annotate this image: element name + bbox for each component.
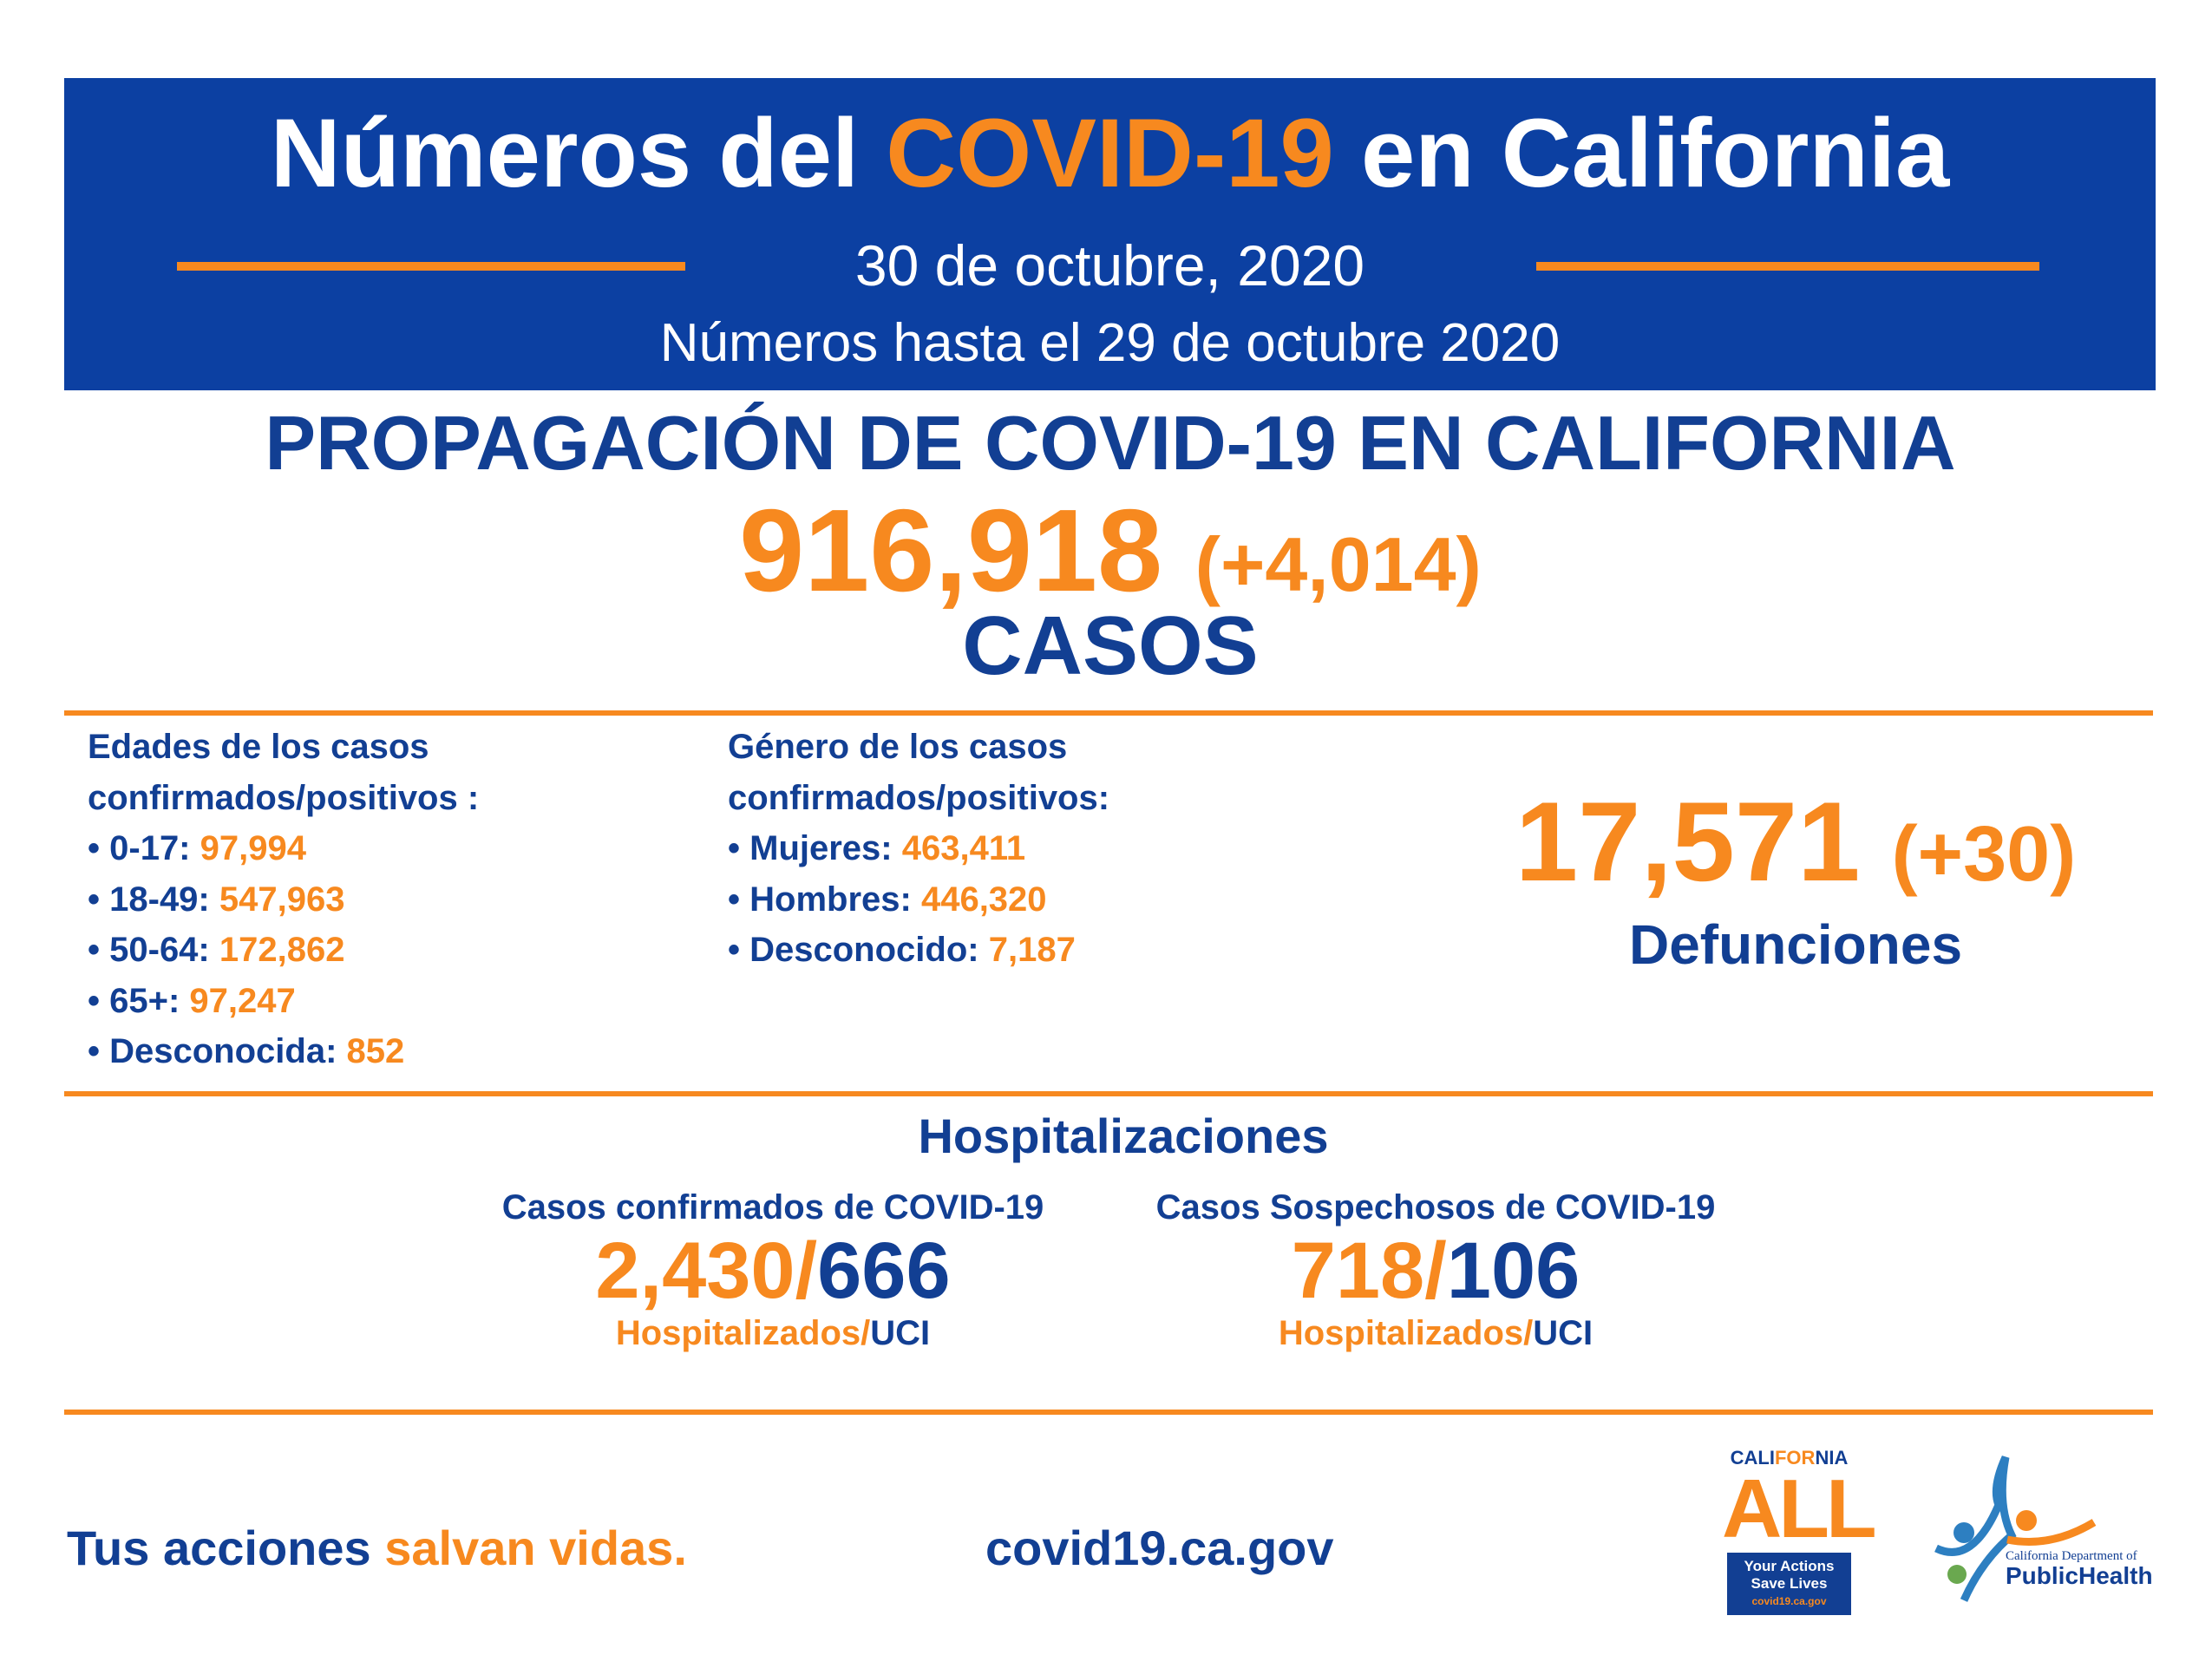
logo-head xyxy=(1947,1565,1967,1584)
footer-slogan: Tus acciones salvan vidas. xyxy=(67,1520,687,1576)
cdph-logo: California Department of PublicHealth xyxy=(1934,1455,2153,1602)
deaths-label: Defunciones xyxy=(1628,913,1963,976)
deaths-change: (+30) xyxy=(1891,811,2077,898)
logo-box: Your Actions Save Lives covid19.ca.gov xyxy=(1727,1553,1851,1615)
hosp-group-title: Casos confirmados de COVID-19 xyxy=(501,1188,1044,1227)
hosp-labels: Hospitalizados/UCI xyxy=(1089,1314,1783,1353)
footer-url: covid19.ca.gov xyxy=(985,1521,1334,1575)
item-label: 65+: xyxy=(109,981,180,1020)
list-item: 65+: 97,247 xyxy=(88,976,573,1027)
item-value: 446,320 xyxy=(920,880,1047,919)
ages-title: Edades de los casos confirmados/positivo… xyxy=(88,728,480,817)
divider xyxy=(64,1091,2153,1096)
header-subtitle: Números hasta el 29 de octubre 2020 xyxy=(659,313,1561,373)
hosp-group: Casos confirmados de COVID-19 2,430/666 Ho… xyxy=(426,1188,1120,1353)
list-item: Hombres: 446,320 xyxy=(728,874,1214,926)
hosp-label: Hospitalizados xyxy=(1278,1314,1524,1352)
cases-line: 916,918 (+4,014) xyxy=(0,486,2212,630)
list-item: 0-17: 97,994 xyxy=(88,823,573,874)
item-value: 7,187 xyxy=(988,931,1076,969)
ca-all-logo: CALIFORNIA ALL Your Actions Save Lives c… xyxy=(1722,1447,1877,1615)
list-item: Desconocida: 852 xyxy=(88,1026,573,1077)
slogan-start: Tus acciones xyxy=(67,1521,371,1575)
hosp-label: UCI xyxy=(870,1314,931,1352)
item-value: 97,247 xyxy=(189,981,296,1020)
hosp-icu: 106 xyxy=(1446,1227,1580,1315)
logo-cali: CALI xyxy=(1730,1447,1775,1469)
hosp-separator: / xyxy=(1523,1314,1534,1352)
header-banner xyxy=(64,78,2156,390)
logo-figure xyxy=(1934,1455,2017,1602)
hosp-title: Hospitalizaciones xyxy=(918,1109,1329,1163)
list-item: Desconocido: 7,187 xyxy=(728,925,1214,976)
list-item: Mujeres: 463,411 xyxy=(728,823,1214,874)
logo-ph: PublicHealth xyxy=(2006,1562,2153,1589)
list-item: 18-49: 547,963 xyxy=(88,874,573,926)
item-value: 547,963 xyxy=(219,880,345,919)
hosp-numbers: 2,430/666 xyxy=(426,1227,1120,1314)
ages-block: Edades de los casos confirmados/positivo… xyxy=(88,722,573,1077)
hosp-group-title: Casos Sospechosos de COVID-19 xyxy=(1155,1188,1716,1227)
hosp-group: Casos Sospechosos de COVID-19 718/106 Hosp… xyxy=(1089,1188,1783,1353)
hosp-hospitalized: 2,430 xyxy=(595,1227,795,1315)
logo-nia: NIA xyxy=(1815,1447,1849,1469)
list-item: 50-64: 172,862 xyxy=(88,925,573,976)
hosp-icu: 666 xyxy=(817,1227,951,1315)
logo-url: covid19.ca.gov xyxy=(1751,1595,1827,1607)
item-label: 18-49: xyxy=(109,880,210,919)
hosp-separator: / xyxy=(795,1227,818,1315)
logo-head xyxy=(1953,1522,1974,1543)
logo-figure xyxy=(2006,1519,2097,1546)
hosp-numbers: 718/106 xyxy=(1089,1227,1783,1314)
hosp-hospitalized: 718 xyxy=(1291,1227,1425,1315)
spread-title: PROPAGACIÓN DE COVID-19 EN CALIFORNIA xyxy=(265,400,1956,486)
divider xyxy=(64,710,2153,716)
title-end: en California xyxy=(1360,99,1950,207)
item-value: 463,411 xyxy=(901,829,1026,867)
gender-title: Género de los casos confirmados/positivo… xyxy=(728,728,1110,817)
cases-change: (+4,014) xyxy=(1194,521,1482,607)
title-start: Números del xyxy=(270,99,860,207)
item-label: 0-17: xyxy=(109,829,191,867)
divider xyxy=(64,1410,2153,1415)
header-date: 30 de octubre, 2020 xyxy=(854,233,1365,298)
hosp-labels: Hospitalizados/UCI xyxy=(426,1314,1120,1353)
title-highlight: COVID-19 xyxy=(886,99,1334,207)
hosp-label: Hospitalizados xyxy=(615,1314,861,1352)
header-title: Números del COVID-19 en California xyxy=(64,97,2156,210)
logo-head xyxy=(2016,1510,2037,1531)
item-label: 50-64: xyxy=(109,931,210,969)
cases-label: CASOS xyxy=(962,599,1259,692)
item-label: Hombres: xyxy=(749,880,912,919)
header-line xyxy=(1536,262,2039,271)
item-value: 852 xyxy=(346,1032,405,1070)
deaths-line: 17,571 (+30) xyxy=(1440,776,2151,919)
item-value: 97,994 xyxy=(200,829,306,867)
hosp-separator: / xyxy=(861,1314,871,1352)
item-label: Desconocido: xyxy=(749,931,979,969)
item-label: Mujeres: xyxy=(749,829,893,867)
logo-tagline: Your Actions Save Lives xyxy=(1744,1558,1835,1592)
logo-dept: California Department of xyxy=(2006,1549,2137,1563)
cases-total: 916,918 xyxy=(739,485,1163,616)
logo-california: CALIFORNIA xyxy=(1722,1447,1856,1469)
deaths-total: 17,571 xyxy=(1515,778,1861,905)
item-value: 172,862 xyxy=(219,931,345,969)
item-label: Desconocida: xyxy=(109,1032,337,1070)
hosp-separator: / xyxy=(1424,1227,1447,1315)
hosp-label: UCI xyxy=(1533,1314,1594,1352)
gender-block: Género de los casos confirmados/positivo… xyxy=(728,722,1214,976)
header-line xyxy=(177,262,685,271)
logo-all: ALL xyxy=(1722,1462,1877,1555)
logo-for: FOR xyxy=(1774,1447,1816,1469)
slogan-end: salvan vidas. xyxy=(384,1521,687,1575)
